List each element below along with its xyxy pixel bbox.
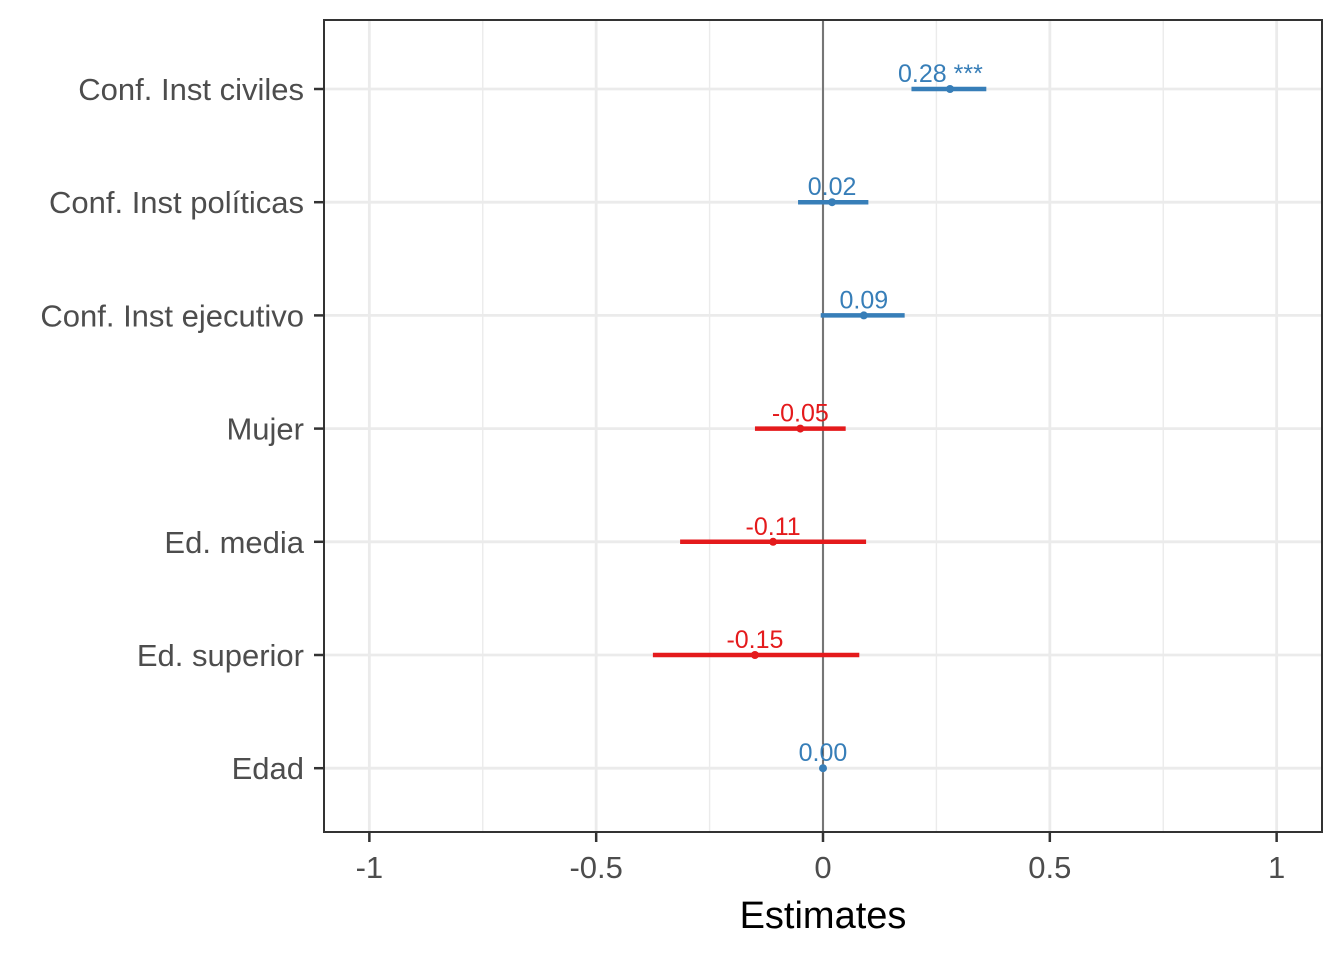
x-axis-label: Estimates (740, 895, 907, 937)
y-tick-label: Conf. Inst ejecutivo (40, 298, 304, 333)
y-tick-label: Mujer (226, 412, 304, 447)
minor-gridlines (482, 20, 1164, 832)
x-tick-label: 1 (1268, 850, 1285, 885)
y-tick-label: Ed. superior (137, 638, 304, 673)
y-tick-label: Edad (232, 751, 304, 786)
estimate-point (796, 424, 805, 433)
y-tick-label: Conf. Inst civiles (78, 72, 304, 107)
estimate-points (750, 85, 955, 773)
y-tick-label: Ed. media (164, 525, 304, 560)
y-axis-ticks: Conf. Inst civiles Conf. Inst políticas Co… (40, 72, 324, 786)
estimate-point (769, 537, 778, 546)
value-label: -0.05 (772, 400, 829, 428)
x-axis-ticks: -1 -0.5 0 0.5 1 (356, 832, 1285, 885)
value-label: 0.00 (799, 739, 848, 767)
value-labels: 0.28 *** 0.02 0.09 -0.05 -0.11 -0.15 0.00 (726, 60, 983, 767)
estimate-point (946, 85, 955, 93)
value-label: -0.15 (726, 626, 783, 654)
x-tick-label: -1 (356, 850, 384, 885)
estimate-point (828, 198, 837, 207)
estimate-point (750, 651, 759, 659)
value-label: -0.11 (746, 513, 801, 541)
value-label: 0.09 (839, 286, 888, 314)
value-label: 0.02 (808, 173, 857, 201)
estimate-point (819, 764, 827, 773)
x-tick-label: 0.5 (1028, 850, 1071, 885)
y-tick-label: Conf. Inst políticas (49, 185, 304, 220)
value-label: 0.28 *** (898, 60, 983, 88)
x-tick-label: -0.5 (569, 850, 622, 885)
x-tick-label: 0 (814, 850, 831, 885)
estimate-point (859, 311, 868, 320)
